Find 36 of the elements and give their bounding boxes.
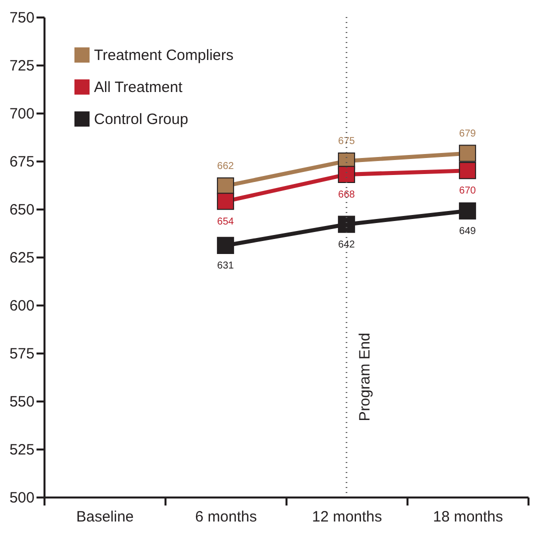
ref-line-label: Program End xyxy=(356,332,374,422)
x-tick-label: 12 months xyxy=(312,508,382,526)
data-label: 642 xyxy=(338,239,356,250)
y-tick-label: 550 xyxy=(9,394,34,410)
point xyxy=(338,216,356,233)
x-tick-label: 18 months xyxy=(432,508,504,526)
y-tick-label: 575 xyxy=(9,346,34,362)
data-label: 679 xyxy=(459,128,476,140)
legend-label: Control Group xyxy=(94,111,188,128)
data-label: 675 xyxy=(338,136,356,147)
point xyxy=(338,166,356,184)
data-label: 649 xyxy=(459,226,476,237)
data-label: 662 xyxy=(217,160,234,172)
y-tick-label: 600 xyxy=(9,298,34,314)
y-tick-label: 500 xyxy=(9,490,34,506)
y-tick-label: 650 xyxy=(9,202,34,218)
y-tick-label: 525 xyxy=(9,442,34,458)
data-label: 670 xyxy=(459,186,476,197)
point xyxy=(458,162,476,180)
point xyxy=(216,177,234,195)
point xyxy=(216,192,234,210)
point xyxy=(458,144,476,162)
data-label: 668 xyxy=(338,189,356,200)
y-tick-label: 700 xyxy=(9,106,34,122)
y-tick-label: 625 xyxy=(9,250,34,266)
data-label: 631 xyxy=(217,260,234,272)
y-tick-label: 750 xyxy=(9,10,34,26)
point xyxy=(458,202,476,220)
point xyxy=(216,236,234,254)
y-tick-label: 725 xyxy=(9,58,34,74)
x-tick-label: 6 months xyxy=(195,508,257,526)
legend-label: All Treatment xyxy=(94,79,184,96)
x-tick-label: Baseline xyxy=(76,508,134,526)
data-label: 654 xyxy=(217,216,234,228)
legend-label: Treatment Compliers xyxy=(94,47,234,64)
y-tick-label: 675 xyxy=(9,154,34,170)
